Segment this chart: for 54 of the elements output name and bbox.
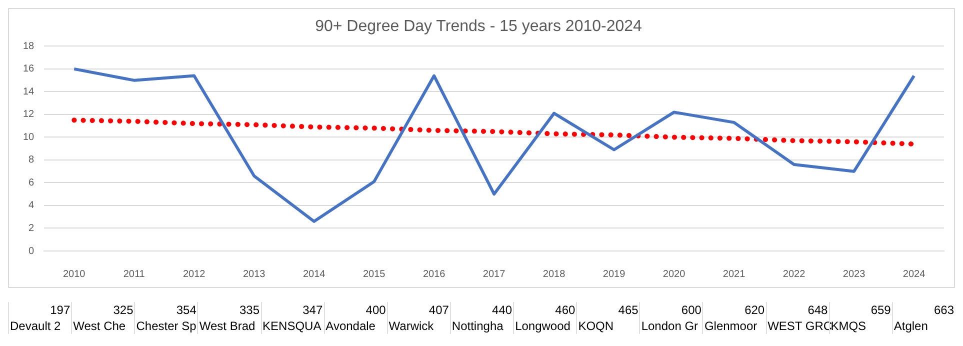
x-tick-label: 2022 <box>782 268 806 280</box>
text: 407 <box>386 302 450 318</box>
text: Chester Sp <box>134 318 198 334</box>
x-tick-label: 2023 <box>842 268 866 280</box>
text: West Che <box>71 318 134 334</box>
x-tick-label: 2014 <box>302 268 326 280</box>
x-tick-label: 2015 <box>362 268 386 280</box>
text: 197 <box>8 302 72 318</box>
text: Nottingha <box>450 318 514 334</box>
text: 440 <box>450 302 514 318</box>
y-tick-label: 0 <box>28 246 35 257</box>
text: 659 <box>828 302 892 318</box>
text: 354 <box>134 302 198 318</box>
text: London Gr <box>639 318 702 334</box>
text: 600 <box>639 302 702 318</box>
text: 347 <box>260 302 324 318</box>
y-tick-label: 10 <box>23 132 35 143</box>
x-tick-label: 2018 <box>542 268 566 280</box>
x-tick-label: 2011 <box>123 268 146 280</box>
y-tick-label: 4 <box>28 200 35 212</box>
x-tick-label: 2012 <box>182 268 206 280</box>
x-tick-label: 2013 <box>242 268 266 280</box>
y-tick-label: 8 <box>28 154 35 166</box>
y-tick-label: 2 <box>28 222 35 234</box>
text: 648 <box>766 302 829 318</box>
y-tick-label: 16 <box>23 64 35 75</box>
text: Avondale <box>324 318 387 334</box>
text: Glenmoor <box>702 318 766 334</box>
text: Atglen <box>892 318 955 334</box>
text: 663 <box>892 302 955 318</box>
x-tick-label: 2010 <box>62 268 86 280</box>
text: KOQN <box>576 318 640 334</box>
y-tick-label: 12 <box>23 109 35 120</box>
x-tick-label: 2019 <box>602 268 626 280</box>
y-tick-label: 6 <box>28 177 35 188</box>
text: 400 <box>324 302 387 318</box>
text: West Brad <box>197 318 261 334</box>
y-tick-label: 14 <box>23 86 35 98</box>
text: Devault 2 <box>8 318 72 334</box>
text: KENSQUA <box>260 318 324 334</box>
text: Longwood <box>513 318 576 334</box>
text: 620 <box>702 302 766 318</box>
text: 335 <box>197 302 261 318</box>
x-tick-label: 2021 <box>722 268 746 280</box>
text: 460 <box>513 302 576 318</box>
x-tick-label: 2016 <box>422 268 446 280</box>
chart-title: 90+ Degree Day Trends - 15 years 2010-2024 <box>315 18 642 36</box>
x-tick-label: 2024 <box>902 268 926 280</box>
text: Warwick <box>386 318 450 334</box>
x-tick-label: 2017 <box>482 268 506 280</box>
y-tick-label: 18 <box>23 40 35 52</box>
x-tick-label: 2020 <box>662 268 686 280</box>
text: 325 <box>71 302 134 318</box>
text: 465 <box>576 302 640 318</box>
